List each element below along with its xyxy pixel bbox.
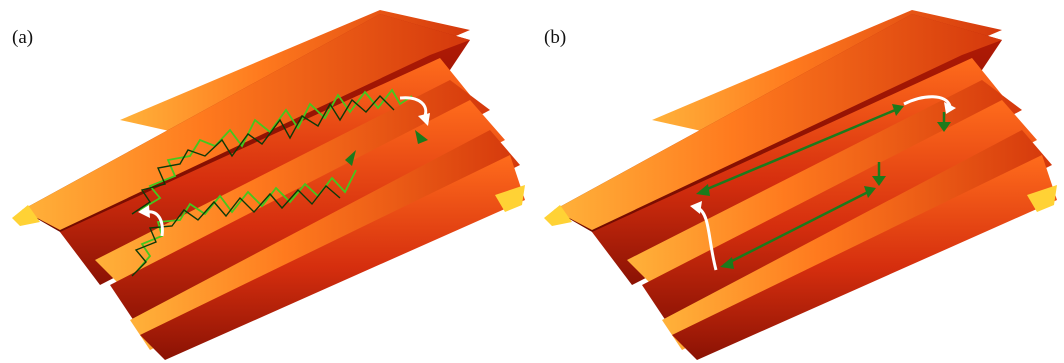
surface-b [544, 10, 1057, 360]
panel-b: (b) [532, 0, 1064, 363]
surface-plot-a [12, 10, 525, 360]
curved-arrow-icon [690, 95, 956, 271]
arrowhead-icon [345, 130, 428, 166]
panel-a: (a) [12, 10, 525, 360]
panel-label-a: (a) [12, 27, 34, 48]
path-arrows [696, 104, 951, 269]
trajectory-upper-dark [131, 94, 395, 215]
trajectory-lower-dark [131, 184, 341, 277]
surface-a [12, 10, 525, 360]
panel-label-b: (b) [544, 27, 567, 48]
surface-plot-b [544, 10, 1057, 360]
curved-arrow-icon [138, 96, 430, 237]
